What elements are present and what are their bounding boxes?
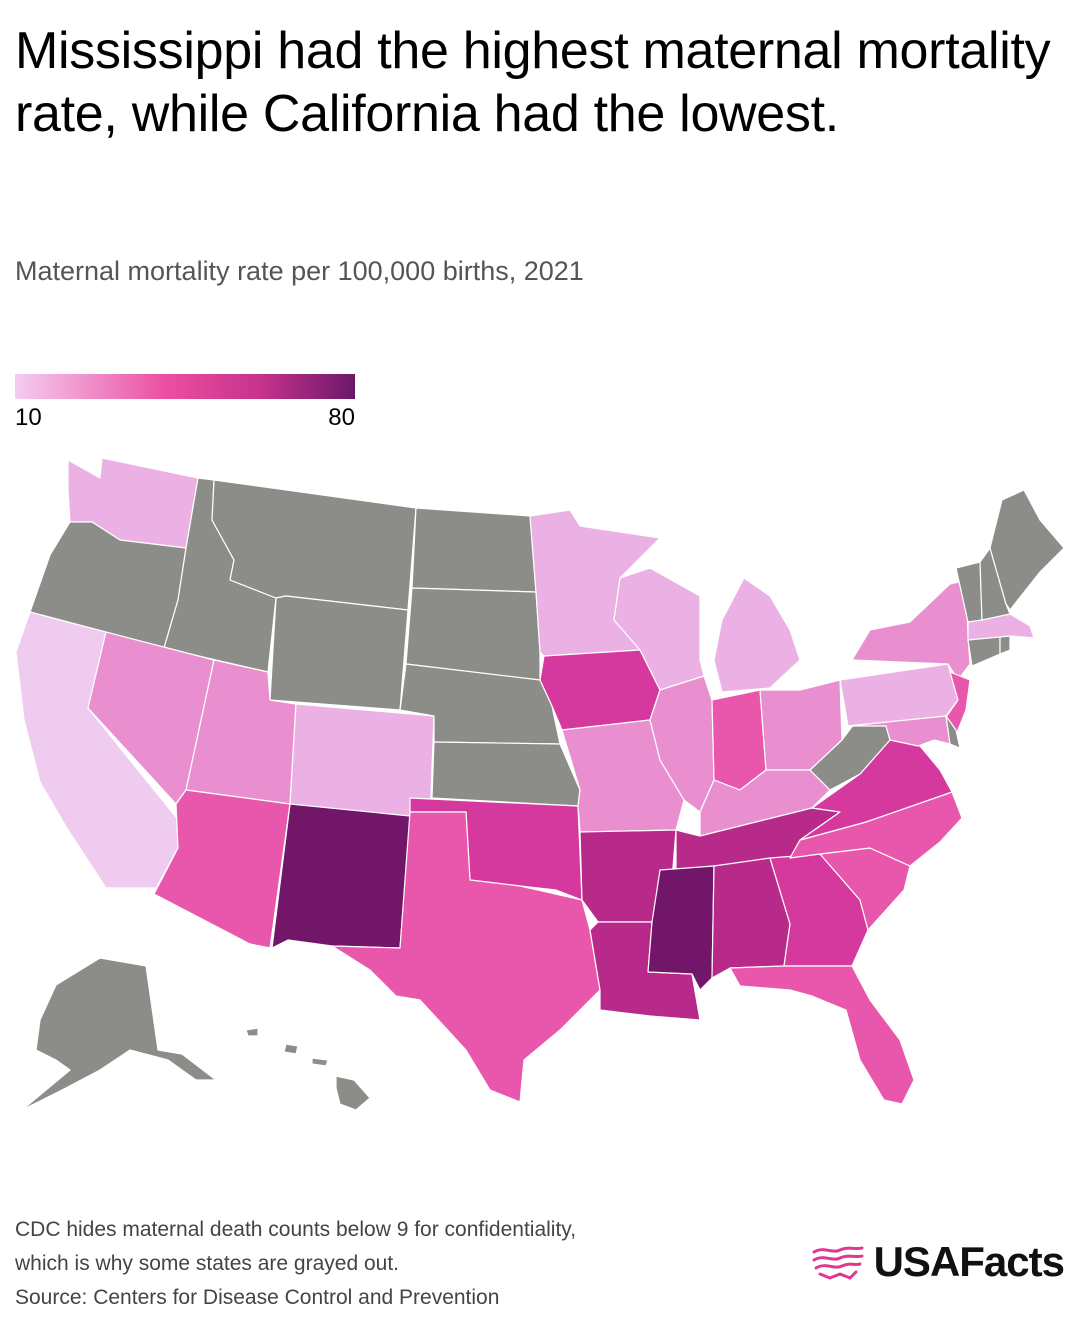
state-CT[interactable] bbox=[967, 635, 1001, 667]
footer-note-line1: CDC hides maternal death counts below 9 … bbox=[15, 1218, 577, 1241]
us-state-map bbox=[15, 457, 1065, 1111]
footer-notes: CDC hides maternal death counts below 9 … bbox=[15, 1213, 715, 1315]
state-AZ[interactable] bbox=[153, 789, 291, 949]
state-RI[interactable] bbox=[999, 635, 1011, 655]
state-KS[interactable] bbox=[431, 741, 581, 807]
color-legend: 10 80 bbox=[15, 374, 355, 434]
legend-min-label: 10 bbox=[15, 404, 42, 431]
state-MI[interactable] bbox=[713, 577, 801, 693]
state-TX[interactable] bbox=[331, 811, 601, 1103]
brand-logo[interactable]: USAFacts bbox=[810, 1238, 1065, 1286]
footer-note-line2: which is why some states are grayed out. bbox=[15, 1252, 400, 1275]
state-IN[interactable] bbox=[711, 689, 767, 791]
state-DE[interactable] bbox=[945, 715, 961, 749]
legend-gradient-bar bbox=[15, 374, 355, 399]
state-NY[interactable] bbox=[851, 579, 971, 681]
state-NM[interactable] bbox=[271, 803, 411, 949]
state-ND[interactable] bbox=[411, 507, 537, 593]
state-HI[interactable] bbox=[245, 1027, 371, 1111]
state-IA[interactable] bbox=[539, 649, 661, 731]
state-AK[interactable] bbox=[21, 957, 217, 1111]
state-NH[interactable] bbox=[979, 547, 1011, 621]
state-FL[interactable] bbox=[729, 965, 915, 1105]
legend-max-label: 80 bbox=[328, 404, 355, 431]
chart-title: Mississippi had the highest maternal mor… bbox=[15, 22, 1051, 143]
footer-source: Source: Centers for Disease Control and … bbox=[15, 1286, 500, 1309]
state-MS[interactable] bbox=[647, 865, 715, 991]
state-ME[interactable] bbox=[989, 489, 1065, 611]
brand-name: USAFacts bbox=[873, 1238, 1065, 1285]
usafacts-map-icon bbox=[812, 1246, 864, 1280]
state-SD[interactable] bbox=[405, 587, 541, 681]
state-WY[interactable] bbox=[269, 595, 409, 711]
chart-subtitle: Maternal mortality rate per 100,000 birt… bbox=[15, 256, 584, 286]
